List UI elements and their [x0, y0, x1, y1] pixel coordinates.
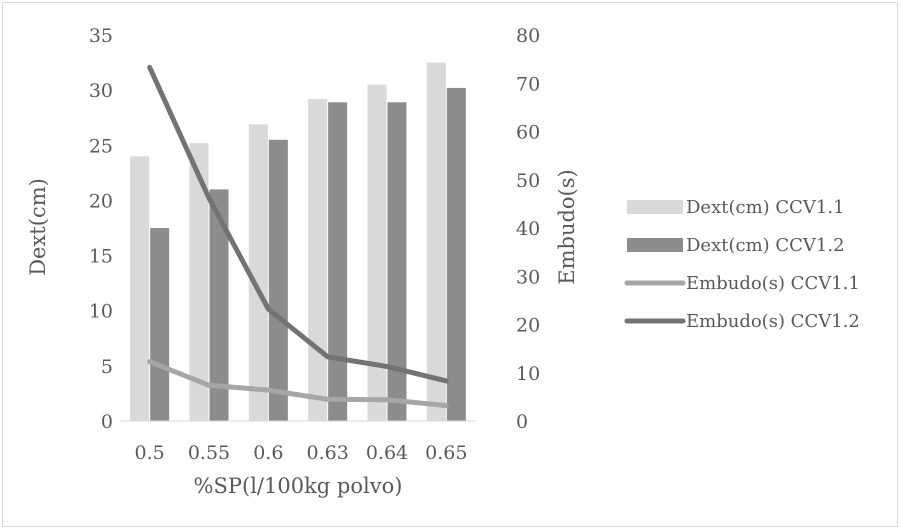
y2-tick-label: 20: [516, 315, 540, 337]
bar-2-0.5: [150, 228, 170, 421]
y-tick-label: 25: [89, 135, 113, 157]
y2-tick-label: 50: [516, 170, 540, 192]
bar-1-0.64: [367, 84, 387, 421]
y2-tick-label: 80: [516, 25, 540, 47]
y2-tick-label: 10: [516, 363, 540, 385]
y2-tick-label: 0: [516, 411, 528, 433]
y-axis-title: Dext(cm): [26, 178, 50, 276]
legend-label: Dext(cm) CCV1.1: [686, 197, 845, 218]
y-tick-label: 10: [89, 301, 113, 323]
y2-axis-title: Embudo(s): [555, 169, 579, 284]
x-tick-label: 0.65: [425, 442, 467, 464]
bar-2-0.65: [446, 87, 466, 422]
x-tick-label: 0.5: [135, 442, 165, 464]
bar-2-0.63: [328, 102, 348, 421]
bar-1-0.5: [130, 156, 150, 422]
legend-swatch: [627, 238, 683, 252]
y-tick-label: 0: [101, 411, 113, 433]
y2-tick-label: 70: [516, 73, 540, 95]
x-tick-label: 0.63: [307, 442, 349, 464]
bar-1-0.65: [426, 62, 446, 421]
left-axis-ticks: 0 5 10 15 20 25 30 35: [89, 25, 113, 433]
x-tick-label: 0.64: [366, 442, 408, 464]
lines-layer: [147, 64, 449, 409]
legend-swatch: [627, 200, 683, 214]
y-tick-label: 35: [89, 25, 113, 47]
legend: Dext(cm) CCV1.1 Dext(cm) CCV1.2 Embudo(s) …: [624, 197, 860, 332]
bar-2-0.6: [268, 139, 288, 421]
y-tick-label: 30: [89, 80, 113, 102]
y2-tick-label: 30: [516, 266, 540, 288]
y-tick-label: 5: [101, 356, 113, 378]
line-series-2: [147, 64, 449, 384]
bar-2-0.64: [387, 102, 407, 421]
x-tick-label: 0.55: [188, 442, 230, 464]
x-tick-label: 0.6: [253, 442, 283, 464]
bar-1-0.6: [248, 124, 268, 422]
legend-label: Embudo(s) CCV1.2: [686, 311, 860, 332]
x-axis-ticks: 0.5 0.55 0.6 0.63 0.64 0.65: [135, 442, 468, 464]
line-series-1: [147, 359, 449, 409]
bar-1-0.55: [189, 143, 209, 421]
legend-label: Embudo(s) CCV1.1: [686, 273, 860, 294]
x-axis-title: %SP(l/100kg polvo): [194, 474, 403, 498]
legend-label: Dext(cm) CCV1.2: [686, 235, 845, 256]
bar-2-0.55: [209, 189, 229, 421]
right-axis-ticks: 0 10 20 30 40 50 60 70 80: [516, 25, 540, 433]
bars-layer: [130, 62, 466, 422]
y2-tick-label: 40: [516, 218, 540, 240]
bar-1-0.63: [308, 98, 328, 422]
y-tick-label: 15: [89, 246, 113, 268]
y-tick-label: 20: [89, 190, 113, 212]
y2-tick-label: 60: [516, 122, 540, 144]
